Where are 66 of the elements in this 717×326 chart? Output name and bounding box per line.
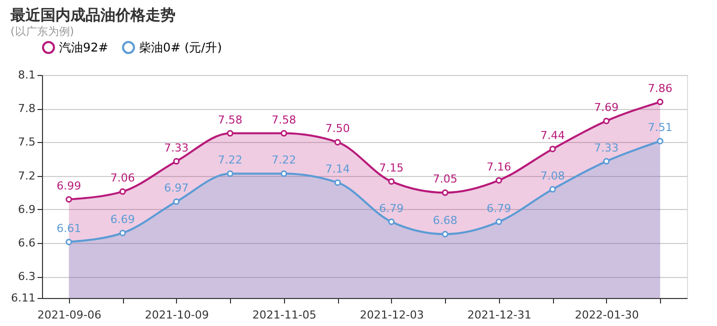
point	[388, 178, 395, 185]
data-label: 7.50	[325, 122, 350, 136]
y-tick-label: 7.5	[18, 136, 36, 149]
point	[549, 146, 556, 152]
data-label: 7.51	[648, 121, 672, 134]
y-tick-label: 6.11	[11, 292, 36, 304]
data-label: 7.44	[540, 128, 565, 142]
data-label: 7.86	[648, 82, 672, 95]
data-label: 7.33	[164, 141, 189, 154]
y-tick-label: 7.2	[18, 169, 36, 182]
data-label: 6.79	[379, 202, 404, 215]
data-label: 7.22	[272, 154, 296, 167]
chart-title: 最近国内成品油价格走势	[10, 6, 176, 24]
point	[442, 189, 448, 196]
y-tick-label: 6.9	[18, 202, 36, 216]
data-label: 7.08	[540, 169, 565, 182]
point	[334, 179, 341, 186]
data-label: 7.15	[379, 161, 404, 174]
point	[66, 196, 72, 203]
point	[603, 118, 610, 124]
point	[549, 186, 556, 193]
data-label: 6.68	[432, 214, 458, 228]
y-tick-label: 6.6	[18, 236, 36, 250]
y-tick-label: 8.1	[18, 68, 36, 82]
data-label: 7.58	[218, 113, 242, 126]
y-tick-label: 6.3	[18, 270, 36, 284]
point	[496, 177, 502, 184]
data-label: 7.05	[432, 172, 458, 186]
x-tick-label: 2021-09-06	[37, 308, 102, 322]
data-label: 7.22	[218, 154, 242, 167]
data-label: 6.79	[486, 202, 512, 215]
x-tick-label: 2021-10-09	[144, 308, 209, 322]
legend-label: 汽油92#	[59, 40, 108, 55]
point	[280, 170, 288, 177]
data-label: 7.16	[486, 160, 512, 174]
point	[119, 230, 126, 236]
chart-subtitle: (以广东为例)	[10, 25, 74, 38]
point	[280, 130, 288, 137]
point	[388, 218, 395, 226]
data-label: 7.14	[325, 162, 350, 176]
data-label: 6.61	[56, 222, 82, 235]
point	[656, 138, 664, 144]
x-tick-label: 2021-12-31	[467, 308, 532, 322]
point	[226, 130, 234, 137]
data-label: 7.69	[594, 100, 619, 114]
data-label: 6.99	[56, 179, 82, 192]
point	[496, 218, 502, 226]
data-label: 6.69	[110, 213, 135, 226]
data-label: 7.06	[110, 172, 135, 185]
data-label: 7.33	[594, 141, 619, 154]
point	[656, 98, 664, 106]
point	[442, 230, 448, 238]
point	[603, 158, 610, 165]
y-tick-label: 7.8	[18, 102, 36, 116]
point	[119, 188, 126, 195]
x-tick-label: 2021-11-05	[252, 308, 316, 322]
x-tick-label: 2021-12-03	[360, 308, 424, 322]
data-label: 6.97	[164, 182, 189, 195]
x-tick-label: 2022-01-30	[574, 308, 639, 322]
point	[66, 238, 72, 246]
point	[173, 158, 180, 165]
data-label: 7.58	[272, 113, 296, 126]
point	[226, 170, 234, 177]
legend-label: 柴油0# (元/升)	[139, 40, 222, 55]
point	[173, 198, 180, 205]
point	[334, 138, 341, 146]
